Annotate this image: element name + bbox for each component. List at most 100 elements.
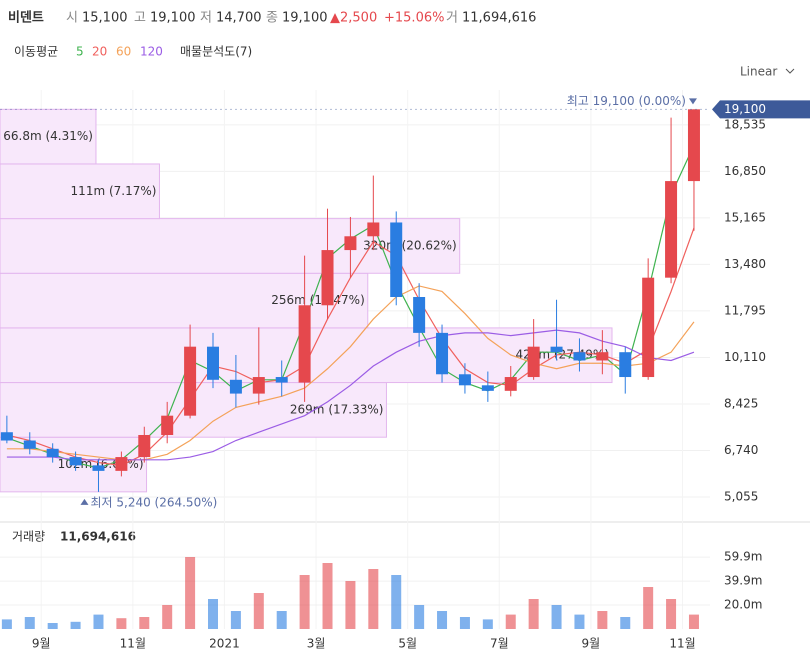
candle-body [275, 377, 288, 383]
y-tick-label: 18,535 [724, 117, 766, 131]
legend-entry: 5 [76, 45, 84, 59]
volume-bar [505, 614, 516, 629]
close: 19,100 [282, 11, 328, 26]
volume-bar [24, 617, 35, 629]
volume-profile-label: 66.8m (4.31%) [3, 129, 93, 143]
volume-title: 거래량 [12, 530, 45, 544]
volume-profile-label: 111m (7.17%) [71, 184, 157, 198]
high-marker [688, 98, 697, 105]
x-tick-label: 3월 [307, 637, 326, 651]
y-tick-label: 13,480 [724, 257, 766, 271]
low-marker [80, 498, 89, 505]
last-price-box [712, 100, 810, 119]
low-label: 저 [200, 11, 212, 26]
volume-bar [116, 618, 127, 629]
scale-caret[interactable] [785, 68, 795, 74]
y-tick-label: 15,165 [724, 210, 766, 224]
volume-profile-label: 269m (17.33%) [290, 402, 384, 416]
y-tick-label: 16,850 [724, 164, 766, 178]
candle-body [207, 346, 219, 380]
candle-body [481, 385, 494, 391]
change-pct: +15.06% [384, 11, 444, 26]
candle-body [23, 440, 36, 449]
candle-body [138, 434, 151, 458]
volume-tick-label: 20.0m [724, 598, 762, 612]
candle-body [184, 346, 197, 416]
volume-profile-box [0, 108, 97, 165]
y-tick-label: 11,795 [724, 303, 766, 317]
legend-entry: 120 [140, 45, 163, 59]
candle-body [344, 236, 357, 251]
legend-entry: 20 [92, 45, 107, 59]
stock-name: 비덴트 [8, 10, 44, 26]
volume-profile-label: 320m (20.62%) [363, 238, 457, 252]
volume-bar [437, 611, 448, 629]
candle-body [69, 457, 82, 466]
volume-bar [345, 581, 356, 629]
volume-bar [208, 599, 218, 629]
candle-body [367, 222, 380, 237]
candle-body [596, 352, 609, 361]
y-tick-label: 5,055 [724, 489, 758, 503]
scale-button[interactable]: Linear [740, 65, 777, 79]
volume-tick-label: 59.9m [724, 550, 762, 564]
x-tick-label: 2021 [209, 637, 240, 651]
volume-profile-label: 256m (16.47%) [271, 293, 365, 307]
low: 14,700 [216, 11, 262, 26]
volume-bar [368, 569, 379, 629]
volume-bar [299, 575, 310, 629]
candle-body [252, 377, 265, 394]
candle-body [413, 296, 426, 333]
x-tick-label: 9월 [582, 637, 601, 651]
low-annotation: 최저 5,240 (264.50%) [90, 495, 217, 509]
high-label: 고 [134, 11, 146, 26]
candle-body [665, 181, 678, 278]
candle-body [390, 222, 403, 297]
volume-bar [528, 599, 539, 629]
candle-body [161, 415, 174, 435]
y-tick-label: 6,740 [724, 443, 758, 457]
volume: 11,694,616 [462, 11, 536, 26]
candle-body [92, 465, 105, 471]
candle-body [550, 346, 563, 353]
volume-bar [551, 605, 562, 629]
volume-tick-label: 39.9m [724, 574, 762, 588]
legend-entry: 매물분석도(7) [180, 45, 252, 59]
candle-body [527, 346, 540, 378]
volume-bar [139, 617, 150, 629]
candle-body [504, 377, 517, 391]
candle-body [619, 352, 632, 378]
candle-body [115, 457, 128, 471]
candle-body [298, 305, 311, 383]
volume-bar [597, 611, 608, 629]
volume-bar [230, 611, 241, 629]
candle-body [436, 332, 449, 375]
volume-bar [482, 619, 493, 629]
open-label: 시 [66, 11, 78, 26]
x-tick-label: 11월 [120, 637, 146, 651]
candle-body [573, 352, 586, 361]
candle-body [229, 379, 242, 394]
volume-label: 거 [446, 11, 458, 26]
y-tick-label: 10,110 [724, 350, 766, 364]
candle-body [321, 250, 334, 306]
volume-bar [322, 563, 333, 629]
volume-bar [459, 617, 470, 629]
volume-bar [253, 593, 264, 629]
x-tick-label: 5월 [398, 637, 417, 651]
candle-body [687, 109, 700, 182]
volume-bar [391, 575, 402, 629]
volume-bar [414, 605, 425, 629]
volume-profile-box [0, 163, 160, 220]
volume-bar [620, 617, 631, 629]
volume-bar [643, 587, 654, 629]
x-tick-label: 9월 [32, 637, 51, 651]
volume-bar [185, 557, 196, 629]
open: 15,100 [82, 11, 128, 26]
volume-bar [162, 605, 173, 629]
x-tick-label: 7월 [490, 637, 509, 651]
volume-bar [574, 614, 585, 629]
high-annotation: 최고 19,100 (0.00%) [567, 94, 686, 108]
